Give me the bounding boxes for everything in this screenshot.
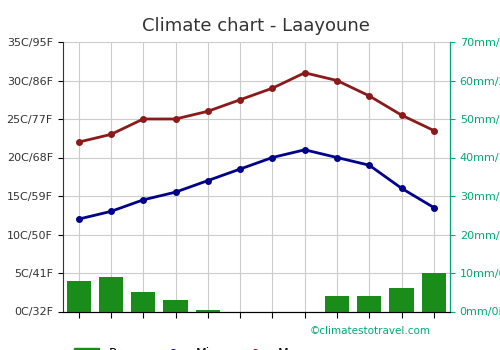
Max — [237, 98, 243, 102]
Bar — [164, 300, 188, 312]
Max — [398, 113, 404, 117]
Max — [205, 109, 211, 113]
Min — [237, 167, 243, 171]
Min — [366, 163, 372, 167]
Min — [205, 178, 211, 183]
Max — [270, 86, 276, 90]
Min — [302, 148, 308, 152]
Min — [398, 186, 404, 190]
Line: Min: Min — [76, 147, 436, 222]
Bar — [325, 296, 349, 312]
Max — [108, 132, 114, 137]
Min — [108, 209, 114, 214]
Min — [172, 190, 178, 194]
Max — [172, 117, 178, 121]
Bar — [422, 273, 446, 312]
Bar — [196, 310, 220, 312]
Line: Max: Max — [76, 70, 436, 145]
Max — [140, 117, 146, 121]
Min — [334, 155, 340, 160]
Max — [302, 71, 308, 75]
Bar — [99, 277, 123, 312]
Min — [270, 155, 276, 160]
Max — [431, 128, 437, 133]
Min — [76, 217, 82, 221]
Bar — [131, 292, 156, 312]
Min — [140, 198, 146, 202]
Text: ©climatestotravel.com: ©climatestotravel.com — [310, 326, 431, 336]
Bar — [390, 288, 413, 312]
Title: Climate chart - Laayoune: Climate chart - Laayoune — [142, 17, 370, 35]
Legend: Prec, Min, Max: Prec, Min, Max — [69, 342, 308, 350]
Min — [431, 205, 437, 210]
Max — [334, 78, 340, 83]
Max — [76, 140, 82, 144]
Max — [366, 94, 372, 98]
Bar — [66, 281, 91, 312]
Bar — [357, 296, 382, 312]
